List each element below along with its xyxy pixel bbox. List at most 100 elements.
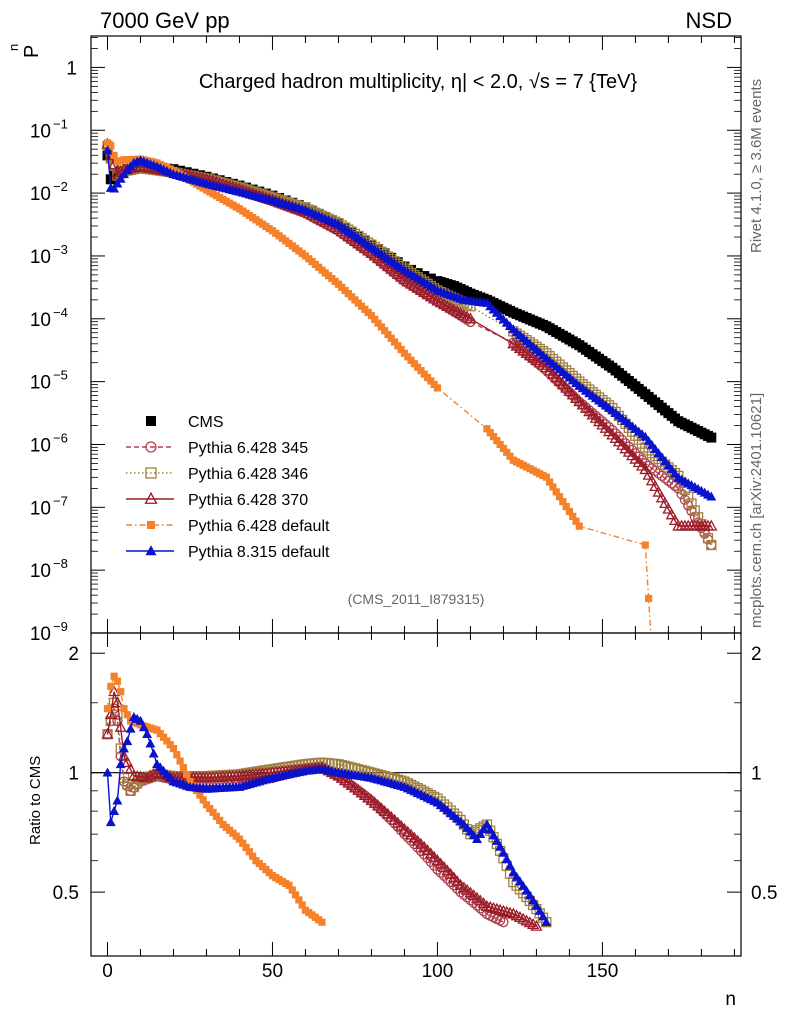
ratio-point-p8 <box>122 736 133 746</box>
legend-marker-p8 <box>145 545 157 556</box>
ratio-point-p8 <box>135 715 146 725</box>
ratio-point-pdef <box>186 777 194 786</box>
ratio-point-pdef <box>199 796 207 804</box>
data-point-p370 <box>662 502 675 514</box>
data-point-p346 <box>702 532 714 544</box>
top-y-tick-exponent: −9 <box>53 619 68 634</box>
data-point-pdef <box>493 436 501 445</box>
ratio-point-pdef <box>117 688 125 696</box>
legend-marker-p370 <box>144 491 158 504</box>
ratio-point-p345 <box>412 842 423 853</box>
top-y-tick-exponent: −7 <box>53 493 68 508</box>
ratio-y-tick-label: 2 <box>68 644 79 665</box>
data-point-pdef <box>499 444 508 453</box>
data-point-p370 <box>652 485 665 497</box>
top-data-layer <box>101 137 718 633</box>
ratio-point-p8 <box>498 847 509 857</box>
ratio-point-p8 <box>495 841 506 851</box>
ratio-point-pdef <box>183 770 191 779</box>
ratio-point-p8 <box>109 805 120 815</box>
ratio-point-pdef <box>120 705 128 713</box>
top-y-tick-exponent: −8 <box>53 556 68 571</box>
top-y-tick-exponent: −2 <box>53 179 68 194</box>
ratio-point-pdef <box>285 881 293 889</box>
x-tick-label: 50 <box>262 961 283 982</box>
ratio-point-p346 <box>112 709 123 720</box>
header-process: NSD <box>686 8 732 33</box>
data-point-pdef <box>433 384 442 392</box>
data-point-p8 <box>115 173 126 183</box>
ratio-point-pdef <box>291 891 300 899</box>
data-point-pdef <box>390 338 399 346</box>
data-point-pdef <box>107 142 115 150</box>
ratio-point-p370 <box>108 685 121 697</box>
data-point-pdef <box>542 473 550 481</box>
x-tick-label: 0 <box>102 961 113 982</box>
legend-label: Pythia 6.428 346 <box>188 466 308 483</box>
legend-marker-pdef <box>147 521 155 529</box>
data-point-p345 <box>650 465 661 477</box>
data-point-pdef <box>483 425 491 433</box>
top-y-axis-label: P <box>21 45 43 58</box>
data-point-p346 <box>686 498 697 509</box>
series-line-p345 <box>106 145 712 546</box>
ratio-point-p8 <box>488 830 499 840</box>
top-y-axis-label-sub: n <box>6 44 21 51</box>
ratio-point-pdef <box>298 901 306 909</box>
data-point-p370 <box>464 312 477 324</box>
top-y-tick-exponent: −4 <box>53 305 68 320</box>
legend-marker-cms <box>146 416 156 426</box>
ratio-panel: 0 50 100 150 0.5 0.5 1 1 2 2 <box>53 632 777 982</box>
ratio-point-p8 <box>481 819 492 829</box>
ratio-point-p370 <box>500 905 513 917</box>
ratio-point-p370 <box>480 899 493 911</box>
ratio-point-pdef <box>288 886 296 894</box>
data-point-p8 <box>112 178 123 188</box>
data-point-pdef <box>506 452 514 460</box>
top-y-tick-label: 10 <box>30 624 51 645</box>
top-y-tick-label: 10 <box>30 310 51 331</box>
ratio-point-p345 <box>498 917 509 928</box>
chart-title: Charged hadron multiplicity, η| < 2.0, √… <box>199 71 638 93</box>
ratio-point-p8 <box>478 824 489 834</box>
ratio-point-p8 <box>105 817 116 827</box>
data-point-pdef <box>496 440 504 449</box>
ratio-point-p8 <box>538 911 548 921</box>
ratio-point-p8 <box>102 767 113 777</box>
data-point-p346 <box>689 505 700 516</box>
ratio-point-pdef <box>212 812 220 820</box>
ratio-point-p8 <box>138 722 149 732</box>
data-point-pdef <box>645 594 653 603</box>
top-y-tick-label: 10 <box>30 121 51 142</box>
data-point-p370 <box>668 513 682 525</box>
data-point-p345 <box>679 494 691 505</box>
ratio-point-pdef <box>169 744 178 753</box>
ratio-y-tick-label-right: 1 <box>751 764 762 785</box>
data-point-pdef <box>572 517 580 525</box>
analysis-tag: (CMS_2011_I879315) <box>348 591 485 607</box>
top-y-tick-exponent: −3 <box>53 242 68 257</box>
top-y-tick-label: 10 <box>30 435 51 456</box>
legend-label: CMS <box>188 414 224 431</box>
ratio-point-pdef <box>216 816 224 825</box>
ratio-point-pdef <box>209 808 217 817</box>
data-point-cms <box>425 273 436 284</box>
ratio-point-p370 <box>104 708 117 720</box>
ratio-data-layer <box>101 672 552 931</box>
ratio-point-pdef <box>156 730 164 738</box>
data-point-p370 <box>705 519 718 531</box>
ratio-point-p8 <box>485 824 496 834</box>
ratio-point-p8 <box>148 748 159 758</box>
ratio-point-pdef <box>235 835 244 843</box>
ratio-point-pdef <box>249 852 257 860</box>
ratio-point-pdef <box>179 763 187 772</box>
x-tick-label: 100 <box>422 961 454 982</box>
data-point-p345 <box>666 478 677 489</box>
top-y-tick-exponent: −1 <box>53 116 68 131</box>
data-point-pdef <box>397 345 405 354</box>
ratio-point-p370 <box>530 919 543 931</box>
ratio-point-p8 <box>505 860 515 870</box>
ratio-point-pdef <box>196 791 204 799</box>
series-line-p346 <box>106 145 712 546</box>
data-point-p345 <box>653 468 664 479</box>
